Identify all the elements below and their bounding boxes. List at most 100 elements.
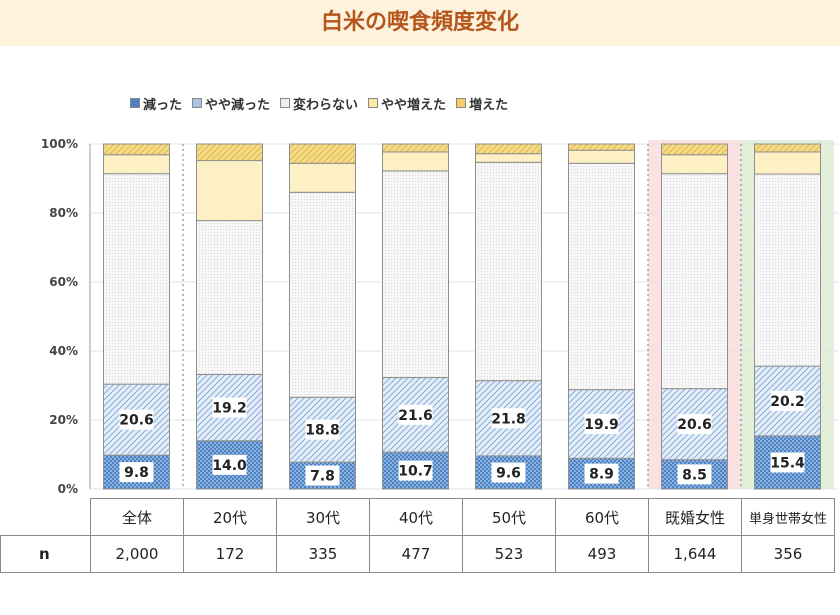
y-tick-label: 100% xyxy=(41,137,78,151)
data-label-slightly-decreased: 20.6 xyxy=(119,413,154,429)
legend-swatch-unchanged xyxy=(280,98,291,108)
y-tick-label: 60% xyxy=(49,275,78,289)
bar-segment-unchanged xyxy=(196,220,263,375)
y-tick-label: 0% xyxy=(58,482,78,496)
data-label-background xyxy=(584,463,619,484)
data-label-slightly-decreased: 20.2 xyxy=(770,394,805,410)
data-label-background xyxy=(770,452,805,473)
legend-label-decreased: 減った xyxy=(143,97,183,113)
data-label-background xyxy=(770,391,805,412)
bar-segment-unchanged xyxy=(103,173,170,385)
bar-segment-unchanged xyxy=(661,173,728,390)
data-label-background xyxy=(491,408,526,429)
n-value-married-women: 1,644 xyxy=(648,535,742,573)
legend-swatch-slightly-decreased xyxy=(192,98,203,108)
data-label-background xyxy=(584,413,619,434)
category-all: 全体 xyxy=(90,498,184,536)
category-row-spacer xyxy=(1,499,91,536)
category-married-women: 既婚女性 xyxy=(648,498,742,536)
legend-swatch-decreased xyxy=(130,98,140,108)
legend-item-slightly-increased: やや増えた xyxy=(368,93,446,113)
data-label-slightly-decreased: 19.9 xyxy=(584,417,619,433)
category-60s: 60代 xyxy=(555,498,649,536)
y-tick-label: 20% xyxy=(49,413,78,427)
bar-segment-increased xyxy=(103,143,170,156)
bar-segment-increased xyxy=(661,143,728,156)
legend-label-increased: 増えた xyxy=(469,97,509,113)
bar-segment-increased xyxy=(475,143,542,155)
category-40s: 40代 xyxy=(369,498,463,536)
bar-segment-slightly-increased xyxy=(661,154,728,175)
legend-swatch-increased xyxy=(456,98,467,108)
data-label-decreased: 8.5 xyxy=(682,467,707,483)
n-value-single-women: 356 xyxy=(741,535,835,573)
data-label-decreased: 9.8 xyxy=(124,465,149,481)
n-value-60s: 493 xyxy=(555,535,649,573)
legend-label-slightly-increased: やや増えた xyxy=(381,97,447,113)
data-label-background xyxy=(119,409,154,430)
category-row: 全体 20代 30代 40代 50代 60代 既婚女性 単身世帯女性 xyxy=(1,498,835,536)
title-band xyxy=(0,0,840,46)
bar-segment-slightly-increased xyxy=(196,160,263,222)
n-label: n xyxy=(0,535,91,573)
data-label-decreased: 10.7 xyxy=(398,464,433,480)
bar-segment-unchanged xyxy=(754,173,821,367)
data-label-decreased: 9.6 xyxy=(496,465,521,481)
data-label-slightly-decreased: 18.8 xyxy=(305,423,340,439)
chart-title: 白米の喫食頻度変化 xyxy=(320,10,519,35)
data-label-background xyxy=(305,419,340,440)
bar-segment-slightly-increased xyxy=(289,162,356,193)
bar-segment-increased xyxy=(382,143,449,153)
legend-label-slightly-decreased: やや減った xyxy=(205,97,271,113)
data-label-background xyxy=(305,465,340,486)
bar-segment-unchanged xyxy=(568,162,635,391)
data-label-background xyxy=(677,464,712,485)
stacked-bar-chart: 0% 20% 40% 60% 80% 100% 9.8 20.6 14.0 19.2 7.8 18.8… xyxy=(41,137,838,496)
bar-segment-slightly-increased xyxy=(754,151,821,175)
category-50s: 50代 xyxy=(462,498,556,536)
data-label-background xyxy=(212,397,247,418)
data-label-background xyxy=(212,454,247,475)
category-20s: 20代 xyxy=(183,498,277,536)
data-label-slightly-decreased: 20.6 xyxy=(677,417,712,433)
bar-segment-increased xyxy=(289,143,356,164)
legend: 減った やや減った 変わらない やや増えた 増えた xyxy=(130,93,508,113)
data-label-background xyxy=(677,414,712,435)
bar-segment-slightly-increased xyxy=(103,154,170,175)
data-label-slightly-decreased: 21.6 xyxy=(398,408,433,424)
data-label-decreased: 8.9 xyxy=(589,467,614,483)
data-label-background xyxy=(398,460,433,481)
legend-swatch-slightly-increased xyxy=(368,98,379,108)
n-value-20s: 172 xyxy=(183,535,277,573)
n-value-40s: 477 xyxy=(369,535,463,573)
category-table: 全体 20代 30代 40代 50代 60代 既婚女性 単身世帯女性 n 2,0… xyxy=(0,498,835,573)
bar-segment-increased xyxy=(196,143,263,162)
n-value-50s: 523 xyxy=(462,535,556,573)
bar-segment-slightly-increased xyxy=(382,151,449,172)
bar-segment-unchanged xyxy=(475,161,542,382)
data-label-background xyxy=(398,404,433,425)
data-label-background xyxy=(119,462,154,483)
category-single-women: 単身世帯女性 xyxy=(741,498,835,536)
legend-item-decreased: 減った xyxy=(130,93,182,113)
category-30s: 30代 xyxy=(276,498,370,536)
data-label-decreased: 15.4 xyxy=(770,455,805,471)
bar-segment-slightly-increased xyxy=(568,149,635,164)
bar-segment-unchanged xyxy=(382,170,449,379)
data-label-slightly-decreased: 19.2 xyxy=(212,401,247,417)
data-label-slightly-decreased: 21.8 xyxy=(491,411,526,427)
n-row: n 2,000 172 335 477 523 493 1,644 356 xyxy=(0,535,835,573)
legend-label-unchanged: 変わらない xyxy=(293,97,359,113)
bar-segment-increased xyxy=(568,143,635,151)
data-label-decreased: 14.0 xyxy=(212,458,247,474)
bar-segment-slightly-increased xyxy=(475,153,542,163)
bar-segment-slightly-decreased xyxy=(382,377,449,453)
data-label-background xyxy=(491,462,526,483)
bar-segment-unchanged xyxy=(289,191,356,398)
n-value-30s: 335 xyxy=(276,535,370,573)
bar-segment-increased xyxy=(754,143,821,153)
data-label-decreased: 7.8 xyxy=(310,469,335,485)
n-value-all: 2,000 xyxy=(90,535,184,573)
y-tick-label: 80% xyxy=(49,206,78,220)
legend-item-unchanged: 変わらない xyxy=(280,93,358,113)
